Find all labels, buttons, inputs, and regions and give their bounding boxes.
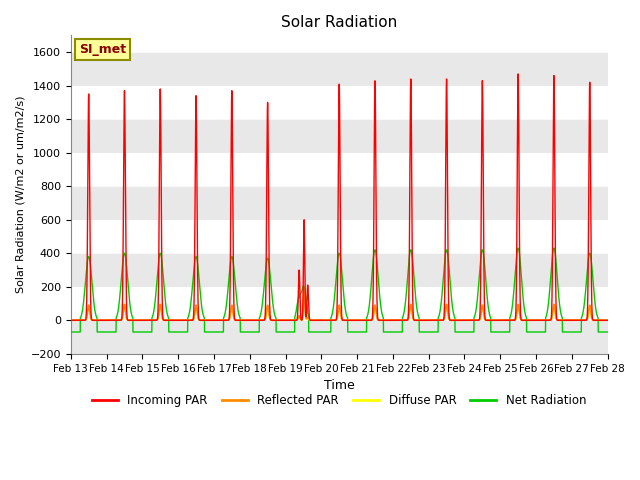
Bar xyxy=(71,85,607,119)
Y-axis label: Solar Radiation (W/m2 or um/m2/s): Solar Radiation (W/m2 or um/m2/s) xyxy=(15,96,25,293)
Bar xyxy=(71,119,607,153)
Bar xyxy=(71,186,607,220)
Legend: Incoming PAR, Reflected PAR, Diffuse PAR, Net Radiation: Incoming PAR, Reflected PAR, Diffuse PAR… xyxy=(87,389,591,411)
Bar xyxy=(71,153,607,186)
Text: SI_met: SI_met xyxy=(79,43,126,56)
X-axis label: Time: Time xyxy=(324,379,355,392)
Bar xyxy=(71,320,607,354)
Title: Solar Radiation: Solar Radiation xyxy=(281,15,397,30)
Bar xyxy=(71,52,607,85)
Bar xyxy=(71,287,607,320)
Bar xyxy=(71,220,607,253)
Bar xyxy=(71,253,607,287)
